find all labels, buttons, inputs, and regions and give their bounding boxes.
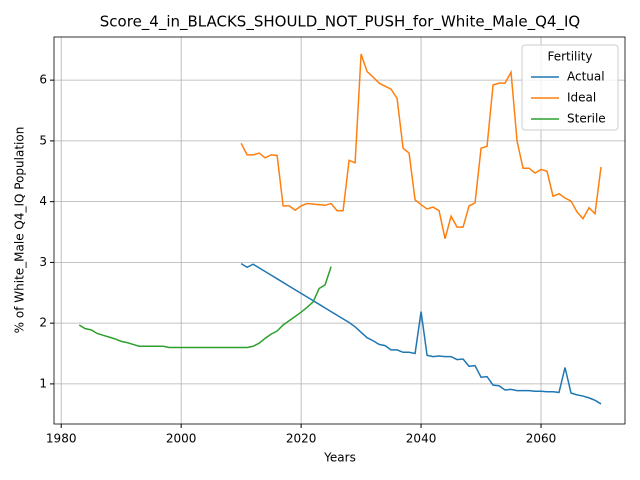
y-tick-label: 2 <box>39 316 47 330</box>
series-line <box>240 262 602 405</box>
y-tick-label: 1 <box>39 376 47 390</box>
legend-title: Fertility <box>547 50 592 64</box>
x-tick-label: 1980 <box>46 432 77 446</box>
x-tick-label: 2000 <box>166 432 197 446</box>
plot-frame <box>53 36 626 425</box>
y-tick-label: 4 <box>39 194 47 208</box>
y-axis-label: % of White_Male Q4_IQ Population <box>13 127 27 334</box>
legend-box <box>521 44 619 131</box>
x-tick-label: 2060 <box>526 432 557 446</box>
series-line <box>240 53 602 239</box>
x-tick-label: 2040 <box>406 432 437 446</box>
series-line <box>78 266 332 349</box>
y-tick-label: 3 <box>39 255 47 269</box>
chart-title: Score_4_in_BLACKS_SHOULD_NOT_PUSH_for_Wh… <box>100 13 580 32</box>
y-tick-label: 6 <box>39 73 47 87</box>
x-tick-label: 2020 <box>286 432 317 446</box>
legend-label: Actual <box>567 70 605 84</box>
legend-label: Ideal <box>567 91 596 105</box>
legend-label: Sterile <box>567 112 606 126</box>
x-axis-label: Years <box>323 451 356 465</box>
y-tick-label: 5 <box>39 133 47 147</box>
